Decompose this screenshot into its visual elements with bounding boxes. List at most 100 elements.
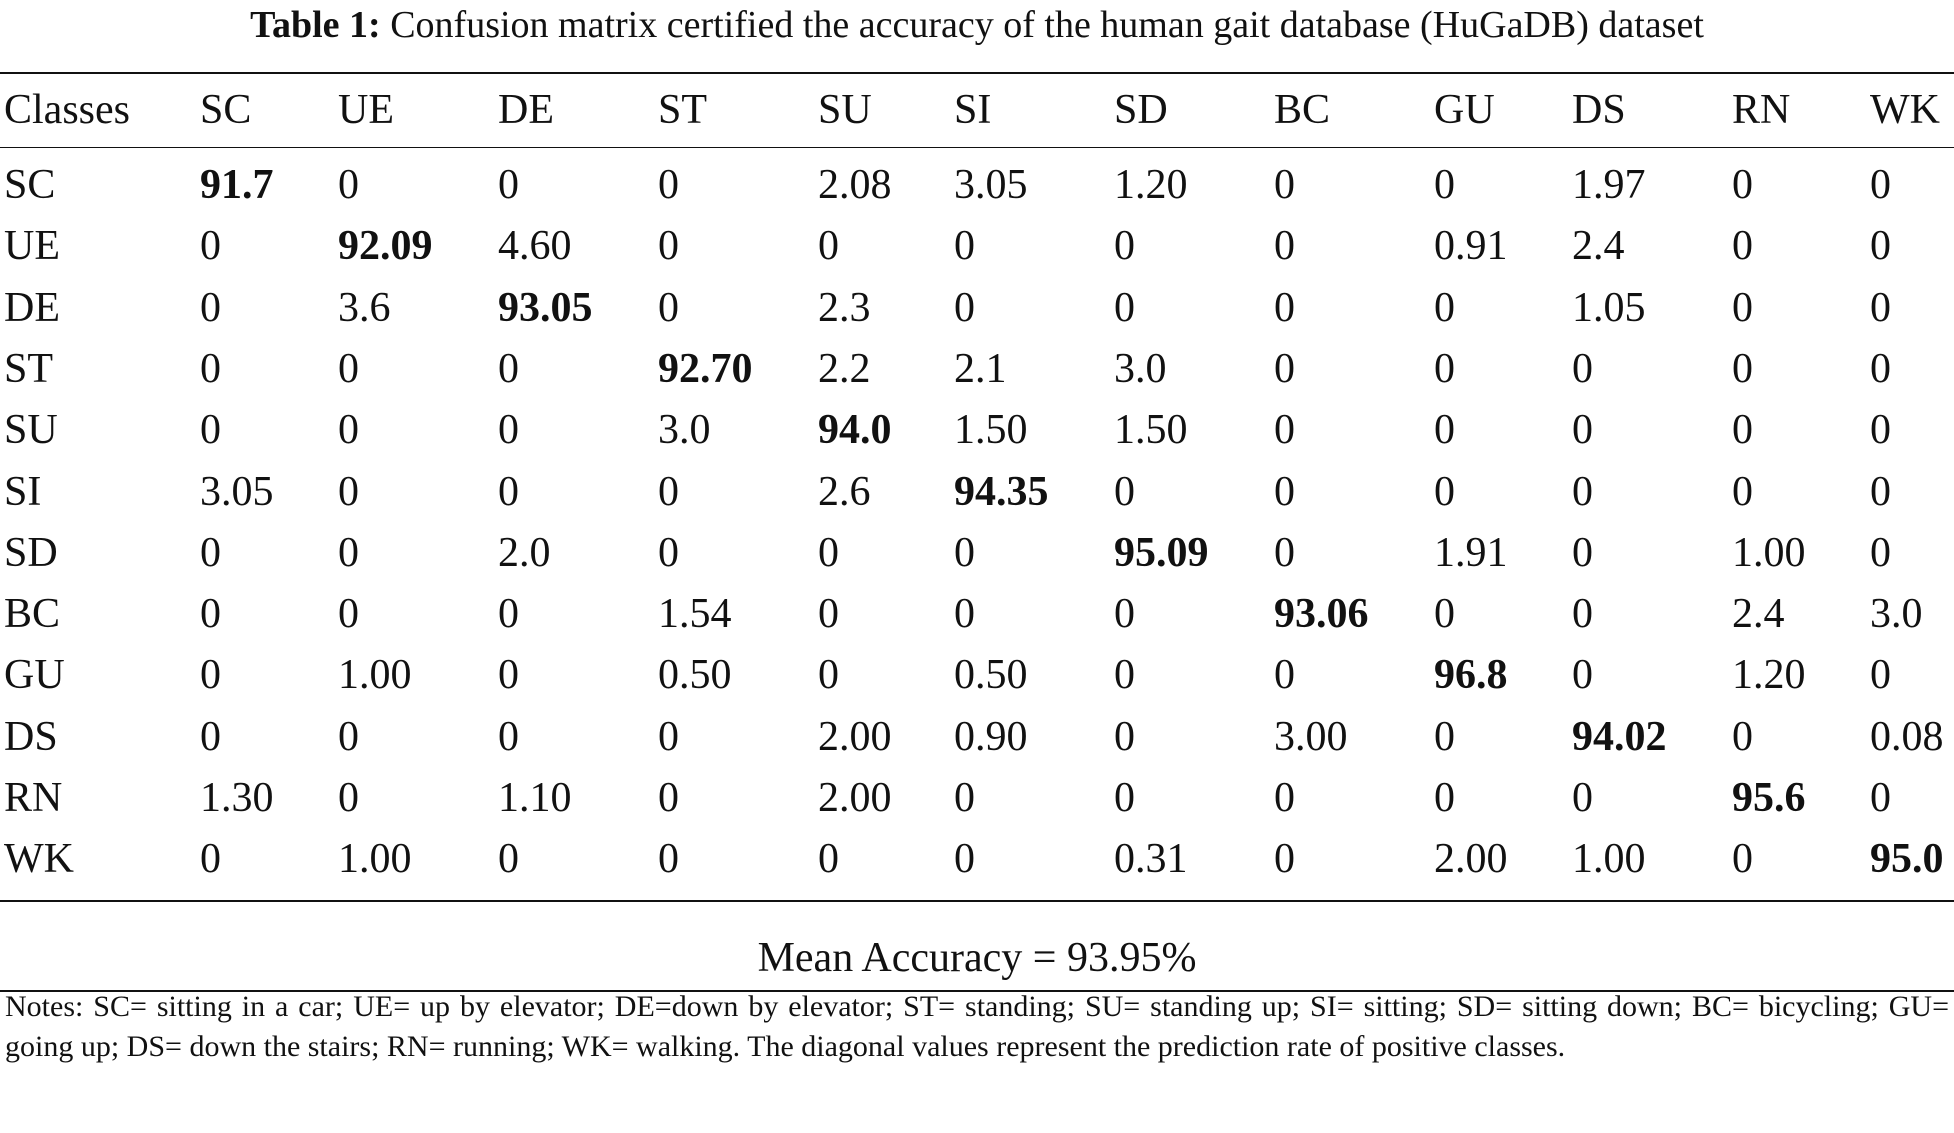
row-label: SC: [4, 162, 56, 208]
matrix-cell: 0: [954, 775, 975, 821]
matrix-cell: 94.02: [1572, 714, 1667, 760]
column-header: SU: [818, 87, 872, 133]
matrix-cell: 3.0: [1870, 591, 1923, 637]
mean-accuracy: Mean Accuracy = 93.95%: [757, 935, 1197, 981]
matrix-cell: 1.05: [1572, 285, 1646, 331]
matrix-cell: 0: [658, 223, 679, 269]
matrix-cell: 0: [1274, 346, 1295, 392]
column-header: ST: [658, 87, 708, 133]
matrix-cell: 2.6: [818, 469, 871, 515]
matrix-cell: 0: [1870, 346, 1891, 392]
matrix-cell: 0: [1274, 469, 1295, 515]
matrix-cell: 1.50: [954, 407, 1028, 453]
matrix-cell: 0: [1572, 530, 1593, 576]
matrix-cell: 0: [1114, 285, 1135, 331]
matrix-cell: 0: [200, 223, 221, 269]
matrix-cell: 1.00: [1732, 530, 1806, 576]
table-caption-text: Confusion matrix certified the accuracy …: [390, 4, 1704, 46]
matrix-cell: 0: [1732, 162, 1753, 208]
row-label: WK: [4, 836, 74, 882]
matrix-cell: 0: [1732, 836, 1753, 882]
matrix-cell: 1.54: [658, 591, 732, 637]
matrix-cell: 0: [1870, 775, 1891, 821]
matrix-cell: 3.0: [1114, 346, 1167, 392]
matrix-cell: 0: [818, 591, 839, 637]
matrix-cell: 0: [498, 469, 519, 515]
matrix-cell: 0.50: [658, 652, 732, 698]
matrix-cell: 2.08: [818, 162, 892, 208]
matrix-cell: 2.4: [1572, 223, 1625, 269]
matrix-cell: 0: [1732, 407, 1753, 453]
matrix-cell: 96.8: [1434, 652, 1508, 698]
matrix-cell: 1.00: [338, 652, 412, 698]
matrix-cell: 92.09: [338, 223, 433, 269]
matrix-cell: 0: [200, 591, 221, 637]
matrix-cell: 2.0: [498, 530, 551, 576]
matrix-cell: 0: [1434, 714, 1455, 760]
column-header: SD: [1114, 87, 1168, 133]
matrix-cell: 0: [658, 714, 679, 760]
matrix-cell: 0: [1274, 407, 1295, 453]
matrix-cell: 0: [954, 530, 975, 576]
matrix-cell: 0: [1572, 469, 1593, 515]
matrix-cell: 0: [1114, 775, 1135, 821]
column-header: DE: [498, 87, 554, 133]
row-label: SI: [4, 469, 42, 515]
notes-rule: [0, 990, 1954, 992]
matrix-cell: 0: [1274, 285, 1295, 331]
matrix-cell: 0: [658, 530, 679, 576]
matrix-cell: 1.20: [1114, 162, 1188, 208]
matrix-cell: 0: [338, 162, 359, 208]
row-label: SD: [4, 530, 58, 576]
row-label: GU: [4, 652, 65, 698]
matrix-cell: 0: [954, 285, 975, 331]
matrix-cell: 2.1: [954, 346, 1007, 392]
matrix-cell: 0: [954, 836, 975, 882]
column-header: SI: [954, 87, 992, 133]
matrix-cell: 0: [1114, 652, 1135, 698]
matrix-cell: 0: [658, 469, 679, 515]
matrix-cell: 0: [338, 530, 359, 576]
matrix-cell: 0: [954, 223, 975, 269]
matrix-cell: 1.50: [1114, 407, 1188, 453]
matrix-cell: 0: [498, 652, 519, 698]
column-header: UE: [338, 87, 394, 133]
matrix-cell: 0: [818, 223, 839, 269]
column-header: SC: [200, 87, 252, 133]
row-label: SU: [4, 407, 58, 453]
matrix-cell: 91.7: [200, 162, 274, 208]
column-header: DS: [1572, 87, 1626, 133]
matrix-cell: 0: [818, 530, 839, 576]
matrix-cell: 0: [338, 469, 359, 515]
matrix-cell: 0: [498, 836, 519, 882]
table-caption-label: Table 1:: [250, 4, 381, 46]
matrix-cell: 0: [498, 407, 519, 453]
matrix-cell: 0: [1732, 469, 1753, 515]
top-rule: [0, 72, 1954, 74]
matrix-cell: 0: [1114, 469, 1135, 515]
matrix-cell: 2.00: [1434, 836, 1508, 882]
column-header: WK: [1870, 87, 1940, 133]
row-label: DS: [4, 714, 58, 760]
matrix-cell: 0: [954, 591, 975, 637]
matrix-cell: 0: [1870, 469, 1891, 515]
matrix-cell: 0: [1114, 714, 1135, 760]
matrix-cell: 1.10: [498, 775, 572, 821]
matrix-cell: 0: [1572, 591, 1593, 637]
matrix-cell: 3.0: [658, 407, 711, 453]
matrix-cell: 0: [1572, 652, 1593, 698]
bottom-rule: [0, 900, 1954, 902]
matrix-cell: 0: [1870, 652, 1891, 698]
matrix-cell: 3.05: [200, 469, 274, 515]
matrix-cell: 3.6: [338, 285, 391, 331]
matrix-cell: 3.00: [1274, 714, 1348, 760]
matrix-cell: 0: [1572, 775, 1593, 821]
matrix-cell: 0: [1274, 530, 1295, 576]
row-label: RN: [4, 775, 63, 821]
matrix-cell: 1.30: [200, 775, 274, 821]
matrix-cell: 0: [1434, 591, 1455, 637]
table-caption: Table 1: Confusion matrix certified the …: [0, 0, 1954, 50]
matrix-cell: 0: [1274, 652, 1295, 698]
matrix-cell: 0: [1434, 407, 1455, 453]
matrix-cell: 0: [1274, 775, 1295, 821]
